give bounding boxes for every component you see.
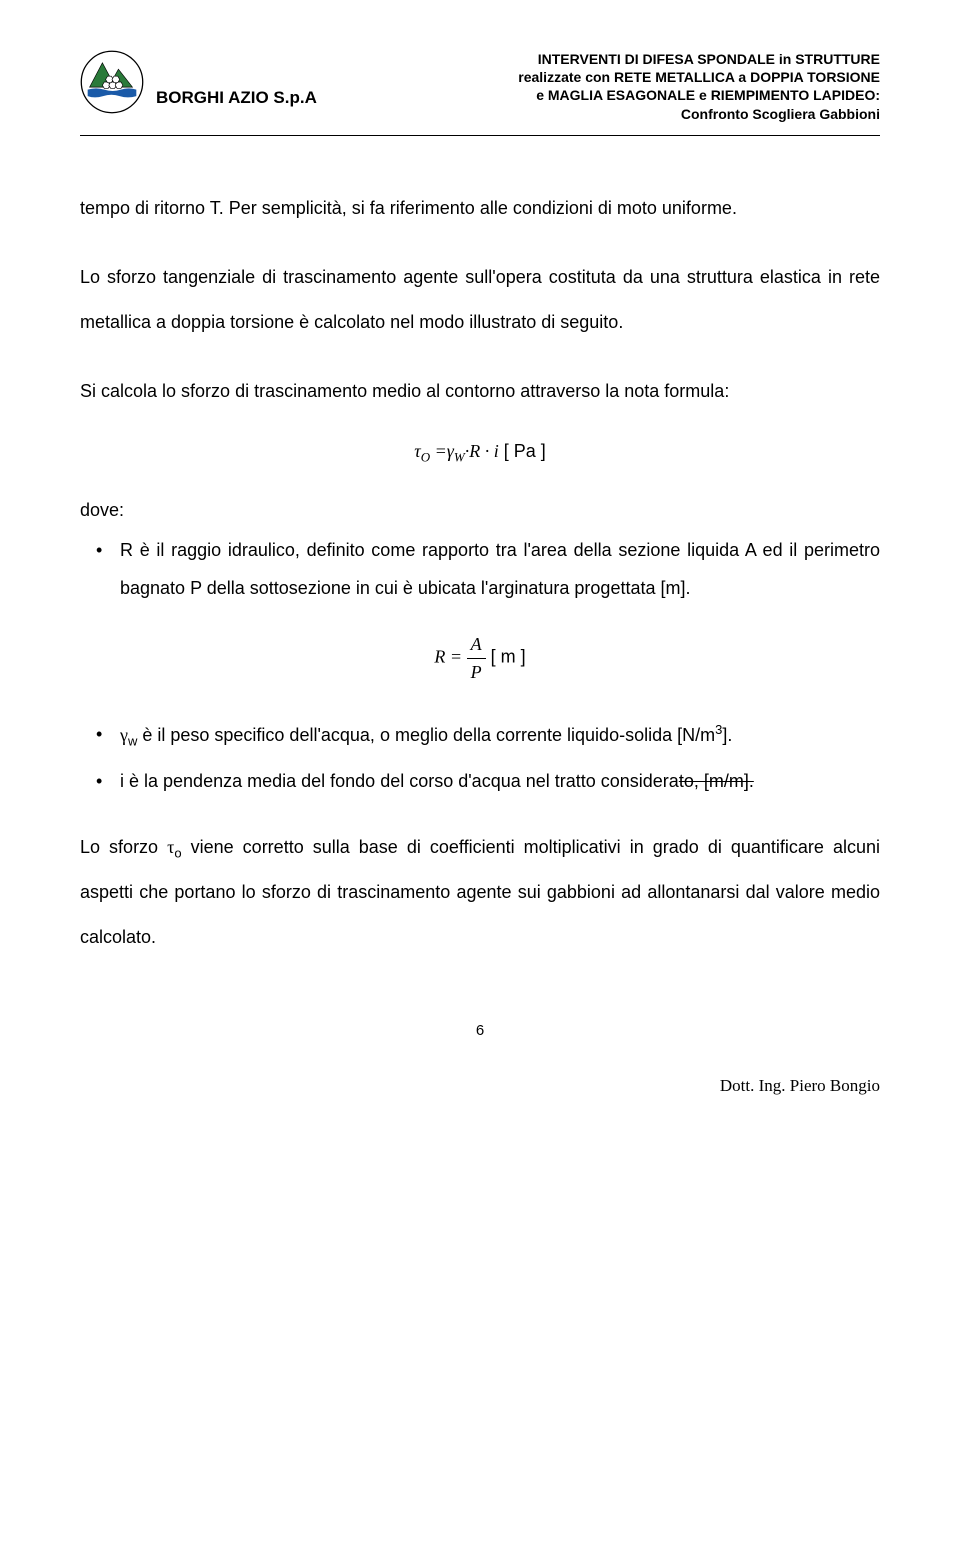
- company-logo-icon: [80, 50, 144, 114]
- formula-mid: ·R · i: [465, 441, 499, 461]
- p4-suffix: viene corretto sulla base di coefficient…: [80, 837, 880, 947]
- header-title-line: INTERVENTI DI DIFESA SPONDALE in STRUTTU…: [518, 50, 880, 68]
- formula-fraction: AP: [467, 631, 486, 686]
- bullet-i-text: i è la pendenza media del fondo del cors…: [120, 771, 679, 791]
- dove-label: dove:: [80, 497, 880, 524]
- bullet-item-i: i è la pendenza media del fondo del cors…: [120, 763, 880, 801]
- formula-eq: =: [430, 441, 447, 461]
- paragraph-1: tempo di ritorno T. Per semplicità, si f…: [80, 186, 880, 231]
- p4-sub: o: [174, 846, 181, 861]
- bullet-item-gamma: γw è il peso specifico dell'acqua, o meg…: [120, 716, 880, 755]
- header-left: BORGHI AZIO S.p.A: [80, 50, 317, 114]
- formula-tau: τO =γW·R · i [ Pa ]: [80, 438, 880, 467]
- header-title-line: e MAGLIA ESAGONALE e RIEMPIMENTO LAPIDEO…: [518, 86, 880, 104]
- formula-unit: [ Pa ]: [499, 441, 546, 461]
- gamma-end: ].: [722, 725, 732, 745]
- paragraph-4: Lo sforzo τo viene corretto sulla base d…: [80, 825, 880, 960]
- definition-list-1: R è il raggio idraulico, definito come r…: [80, 532, 880, 608]
- page-number: 6: [80, 1020, 880, 1043]
- paragraph-3: Si calcola lo sforzo di trascinamento me…: [80, 369, 880, 414]
- footer-author: Dott. Ing. Piero Bongio: [80, 1073, 880, 1099]
- formula-gamma-symbol: γ: [447, 441, 454, 461]
- gamma-symbol: γ: [120, 725, 128, 745]
- header-title-line: Confronto Scogliera Gabbioni: [518, 105, 880, 123]
- formula-numerator: A: [467, 631, 486, 659]
- formula-R: R = AP [ m ]: [80, 631, 880, 686]
- definition-list-2: γw è il peso specifico dell'acqua, o meg…: [80, 716, 880, 801]
- formula-R-left: R =: [434, 647, 466, 667]
- company-name: BORGHI AZIO S.p.A: [156, 85, 317, 115]
- formula-denominator: P: [467, 659, 486, 686]
- bullet-i-strike: to, [m/m].: [679, 771, 754, 791]
- page-header: BORGHI AZIO S.p.A INTERVENTI DI DIFESA S…: [80, 50, 880, 136]
- header-title: INTERVENTI DI DIFESA SPONDALE in STRUTTU…: [518, 50, 880, 123]
- p4-prefix: Lo sforzo: [80, 837, 167, 857]
- gamma-text: è il peso specifico dell'acqua, o meglio…: [137, 725, 715, 745]
- formula-R-unit: [ m ]: [486, 647, 526, 667]
- formula-tau-sub: O: [421, 449, 430, 464]
- header-title-line: realizzate con RETE METALLICA a DOPPIA T…: [518, 68, 880, 86]
- gamma-sub: w: [128, 734, 137, 749]
- bullet-item-R: R è il raggio idraulico, definito come r…: [120, 532, 880, 608]
- paragraph-2: Lo sforzo tangenziale di trascinamento a…: [80, 255, 880, 345]
- formula-gamma-sub: W: [454, 449, 465, 464]
